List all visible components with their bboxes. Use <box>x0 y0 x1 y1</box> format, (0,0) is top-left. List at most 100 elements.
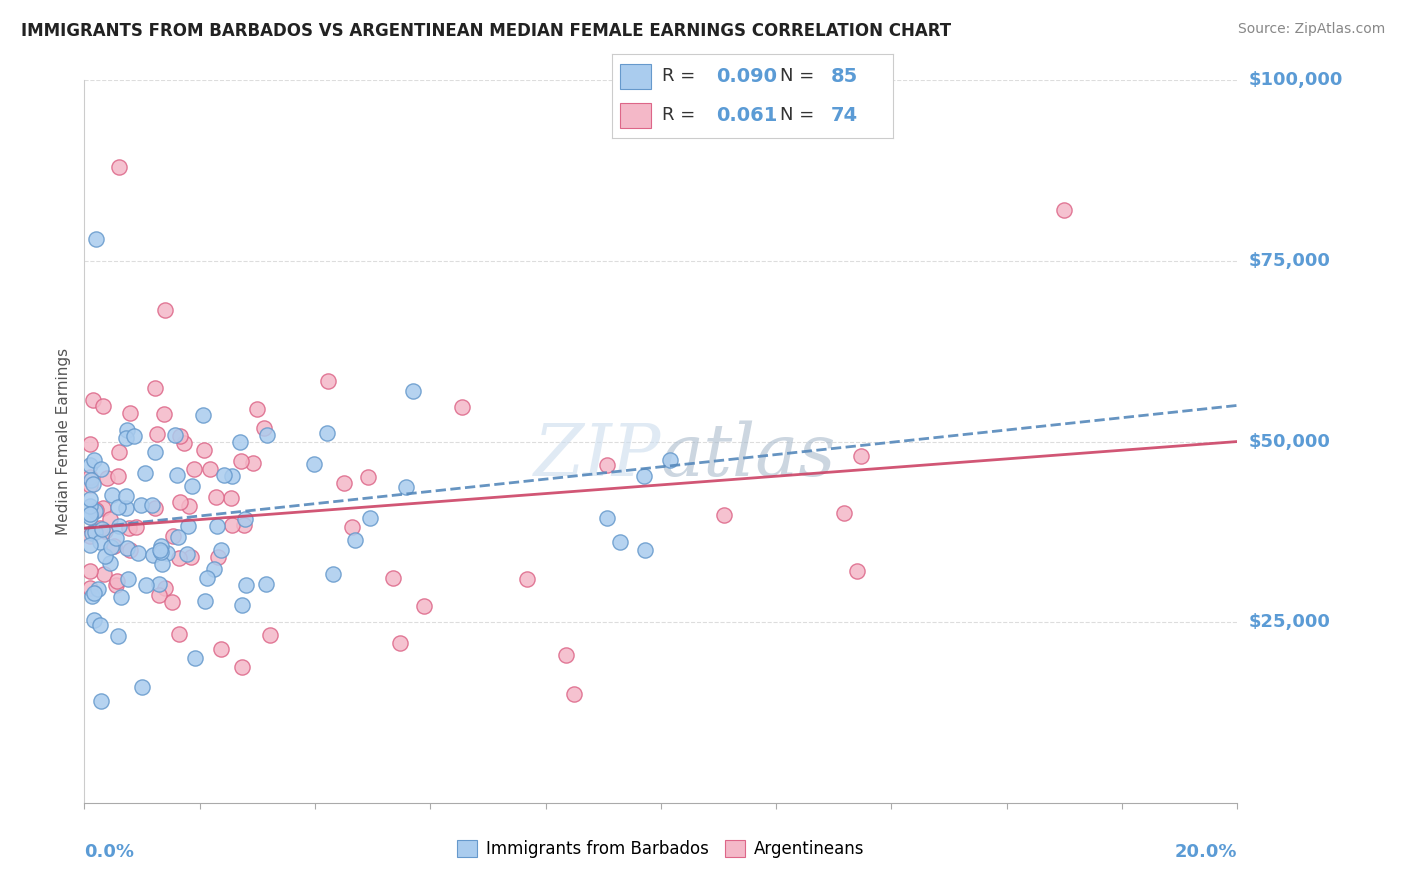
Point <box>101 488 124 502</box>
Text: R =: R = <box>662 68 702 86</box>
Point <box>79 470 101 484</box>
Point <box>450 401 472 415</box>
Point <box>167 626 190 640</box>
Point <box>143 501 166 516</box>
Text: $100,000: $100,000 <box>1249 71 1343 89</box>
Point <box>89 534 111 549</box>
Point <box>79 458 101 472</box>
Point <box>83 613 105 627</box>
Point <box>231 660 253 674</box>
Point <box>256 427 278 442</box>
Point <box>169 429 191 443</box>
Point <box>242 456 264 470</box>
Point <box>229 435 252 450</box>
Point <box>160 595 183 609</box>
Point <box>205 519 228 533</box>
Text: $25,000: $25,000 <box>1249 613 1330 632</box>
Point <box>162 528 184 542</box>
Point <box>80 473 103 487</box>
Point <box>554 648 576 662</box>
Point <box>79 437 101 451</box>
Point <box>89 618 111 632</box>
Point <box>124 520 146 534</box>
Point <box>207 550 229 565</box>
Point <box>84 503 107 517</box>
Point <box>90 693 112 707</box>
Point <box>131 680 153 694</box>
Point <box>658 453 681 467</box>
Point <box>169 550 191 565</box>
Text: N =: N = <box>780 68 820 86</box>
Point <box>166 467 188 482</box>
Point <box>246 401 269 416</box>
Point <box>115 489 138 503</box>
Point <box>108 160 131 174</box>
Point <box>214 468 236 483</box>
Point <box>169 495 191 509</box>
Point <box>148 577 170 591</box>
Point <box>127 546 149 560</box>
Point <box>845 564 868 578</box>
Point <box>96 470 118 484</box>
Text: 85: 85 <box>831 67 858 86</box>
Point <box>402 384 425 398</box>
FancyBboxPatch shape <box>620 63 651 89</box>
Text: atlas: atlas <box>661 421 837 491</box>
Text: N =: N = <box>780 106 820 124</box>
Point <box>79 529 101 543</box>
Point <box>104 532 127 546</box>
Point <box>316 426 339 441</box>
Point <box>149 539 172 553</box>
Text: $75,000: $75,000 <box>1249 252 1330 270</box>
Point <box>596 458 619 472</box>
Point <box>152 407 174 421</box>
Point <box>412 599 434 614</box>
Point <box>148 588 170 602</box>
Point <box>195 571 218 585</box>
Point <box>108 444 131 458</box>
Point <box>118 521 141 535</box>
Point <box>103 539 125 553</box>
Point <box>633 468 655 483</box>
Point <box>609 535 631 549</box>
Point <box>84 524 107 539</box>
Point <box>107 519 129 533</box>
Point <box>381 571 404 585</box>
Point <box>118 543 141 558</box>
Text: 20.0%: 20.0% <box>1175 843 1237 861</box>
Point <box>153 302 176 317</box>
Point <box>82 589 104 603</box>
Point <box>211 542 233 557</box>
Point <box>84 232 107 246</box>
Point <box>100 556 122 570</box>
Point <box>322 566 344 581</box>
Point <box>150 545 173 559</box>
Point <box>114 431 136 445</box>
Point <box>235 511 257 525</box>
Point <box>357 470 380 484</box>
Point <box>82 393 104 408</box>
Point <box>713 508 735 523</box>
Point <box>124 429 146 443</box>
Point <box>91 399 114 413</box>
Point <box>332 475 354 490</box>
Point <box>849 449 872 463</box>
Text: 74: 74 <box>831 106 858 125</box>
Text: 0.0%: 0.0% <box>84 843 135 861</box>
Point <box>107 500 129 515</box>
Point <box>79 507 101 521</box>
Point <box>167 530 190 544</box>
Point <box>302 457 325 471</box>
Point <box>176 547 198 561</box>
Point <box>184 650 207 665</box>
Point <box>204 490 226 504</box>
Point <box>316 374 339 388</box>
Point <box>194 593 217 607</box>
Point <box>259 628 281 642</box>
Point <box>177 499 200 513</box>
Text: $50,000: $50,000 <box>1249 433 1330 450</box>
Point <box>180 550 202 565</box>
Y-axis label: Median Female Earnings: Median Female Earnings <box>56 348 72 535</box>
Point <box>142 548 165 562</box>
Point <box>93 524 115 538</box>
